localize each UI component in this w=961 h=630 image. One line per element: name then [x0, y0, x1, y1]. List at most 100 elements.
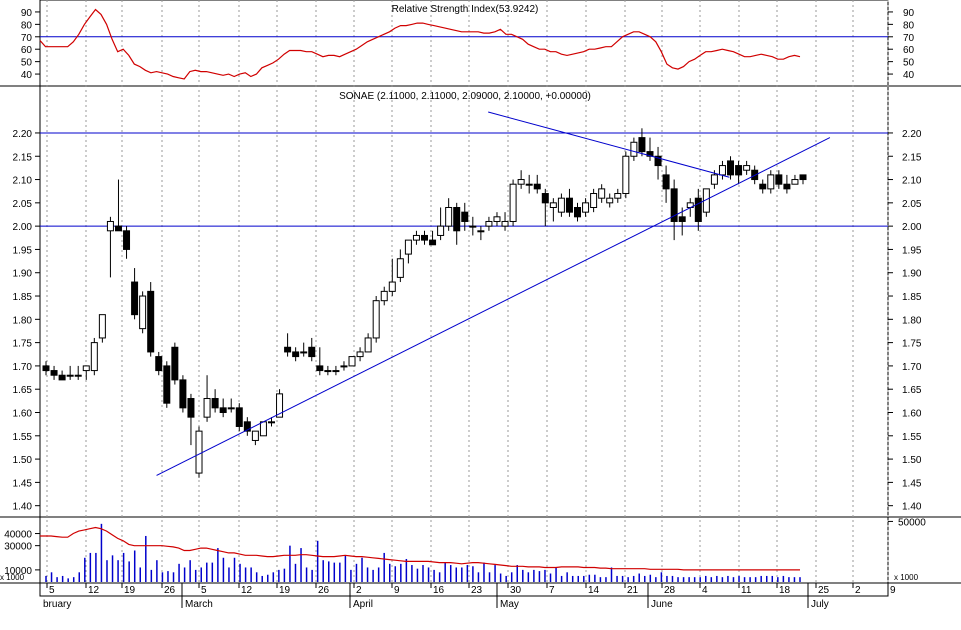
candle-body: [332, 370, 340, 373]
candle-body: [147, 290, 155, 353]
candle-body: [421, 234, 428, 241]
candle-body: [662, 174, 670, 190]
price-tick-label-left: 2.10: [13, 176, 33, 187]
volume-tick-label-left: 30000: [4, 542, 32, 553]
price-tick-label-left: 1.40: [13, 502, 33, 513]
candle-body: [710, 174, 718, 185]
price-tick-label-right: 1.65: [902, 385, 922, 396]
candle-body: [404, 239, 412, 255]
month-label: bruary: [43, 599, 71, 610]
candle-body: [324, 370, 332, 373]
x-tick-label: 2: [356, 585, 362, 596]
candle-body: [574, 207, 582, 218]
price-panel: 1.40 1.40 1.45 1.45 1.50 1.50 1.55 1.55 1.60 1.60…: [13, 111, 922, 513]
x-tick-label: 5: [201, 585, 207, 596]
month-label: July: [811, 599, 829, 610]
volume-tick-label-right: 50000: [898, 517, 926, 528]
x-tick-label: 12: [88, 585, 100, 596]
candle-body: [155, 356, 163, 372]
price-tick-label-right: 1.40: [902, 502, 922, 513]
x-tick-label: 23: [471, 585, 483, 596]
candle-body: [82, 365, 90, 372]
price-title: SONAE (2.11000, 2.11000, 2.09000, 2.1000…: [339, 91, 591, 102]
candle-body: [735, 165, 743, 176]
volume-unit-label-right: x 1000: [894, 573, 919, 582]
price-tick-label-right: 1.90: [902, 269, 922, 280]
price-tick-label-left: 2.15: [13, 152, 33, 163]
price-tick-label-right: 1.45: [902, 478, 922, 489]
price-tick-label-left: 1.60: [13, 409, 33, 420]
volume-tick-label-left: 10000: [4, 566, 32, 577]
rsi-tick-label-left: 40: [21, 70, 33, 81]
price-tick-label-left: 1.80: [13, 315, 33, 326]
x-tick-label: 26: [318, 585, 330, 596]
x-tick-label: 5: [49, 585, 55, 596]
month-label: June: [651, 599, 673, 610]
candle-body: [598, 188, 606, 199]
candle-body: [50, 370, 58, 376]
x-tick-label: 2: [855, 585, 861, 596]
candle-body: [90, 342, 98, 372]
candle-body: [276, 393, 284, 418]
candle-body: [114, 225, 122, 232]
x-tick-label: 26: [164, 585, 176, 596]
price-tick-label-left: 1.50: [13, 455, 33, 466]
candle-body: [453, 207, 461, 232]
candle-body: [533, 183, 541, 190]
candle-body: [743, 165, 751, 171]
x-tick-label: 16: [433, 585, 445, 596]
x-tick-label: 28: [664, 585, 676, 596]
candle-body: [485, 220, 493, 227]
price-tick-label-right: 1.60: [902, 409, 922, 420]
candle-body: [179, 379, 187, 409]
x-tick-label: 30: [510, 585, 522, 596]
candle-body: [364, 337, 372, 353]
candle-body: [348, 356, 356, 367]
candle-body: [259, 421, 267, 437]
price-tick-label-right: 1.85: [902, 292, 922, 303]
candle-body: [58, 374, 66, 381]
candle-body: [727, 160, 735, 176]
x-tick-label: 25: [818, 585, 830, 596]
price-tick-label-left: 1.70: [13, 362, 33, 373]
candle-body: [98, 314, 106, 339]
x-tick-label: 9: [394, 585, 400, 596]
price-tick-label-right: 2.10: [902, 176, 922, 187]
x-tick-label: 14: [588, 585, 600, 596]
rsi-title: Relative Strength Index(53.9242): [392, 4, 539, 15]
candle-body: [501, 220, 509, 227]
volume-unit-label: x 1000: [0, 573, 25, 582]
price-tick-label-right: 1.80: [902, 315, 922, 326]
price-tick-label-right: 2.00: [902, 222, 922, 233]
candle-body: [131, 281, 139, 316]
rsi-tick-label-right: 70: [903, 33, 915, 44]
candle-body: [211, 398, 219, 409]
candle-body: [171, 346, 179, 381]
candle-body: [791, 179, 799, 185]
price-tick-label-left: 2.05: [13, 199, 33, 210]
rsi-line: [39, 8, 801, 80]
x-tick-label: 19: [124, 585, 136, 596]
x-tick-label: 18: [779, 585, 791, 596]
candle-body: [139, 295, 147, 330]
candle-body: [340, 365, 348, 368]
candle-body: [243, 421, 251, 432]
candle-body: [380, 290, 388, 302]
candle-body: [219, 407, 227, 414]
candle-body: [251, 430, 259, 441]
candle-body: [66, 374, 74, 377]
candle-body: [445, 207, 453, 227]
rsi-tick-label-left: 50: [21, 58, 33, 69]
rsi-tick-label-right: 90: [903, 8, 915, 19]
candle-body: [227, 407, 235, 410]
candle-body: [461, 211, 469, 222]
rsi-tick-label-right: 80: [903, 20, 915, 31]
candle-body: [582, 202, 590, 213]
candle-body: [74, 374, 82, 377]
price-tick-label-left: 1.65: [13, 385, 33, 396]
candle-body: [678, 216, 686, 222]
rsi-tick-label-left: 80: [21, 20, 33, 31]
candle-body: [195, 430, 203, 474]
price-tick-label-right: 1.70: [902, 362, 922, 373]
